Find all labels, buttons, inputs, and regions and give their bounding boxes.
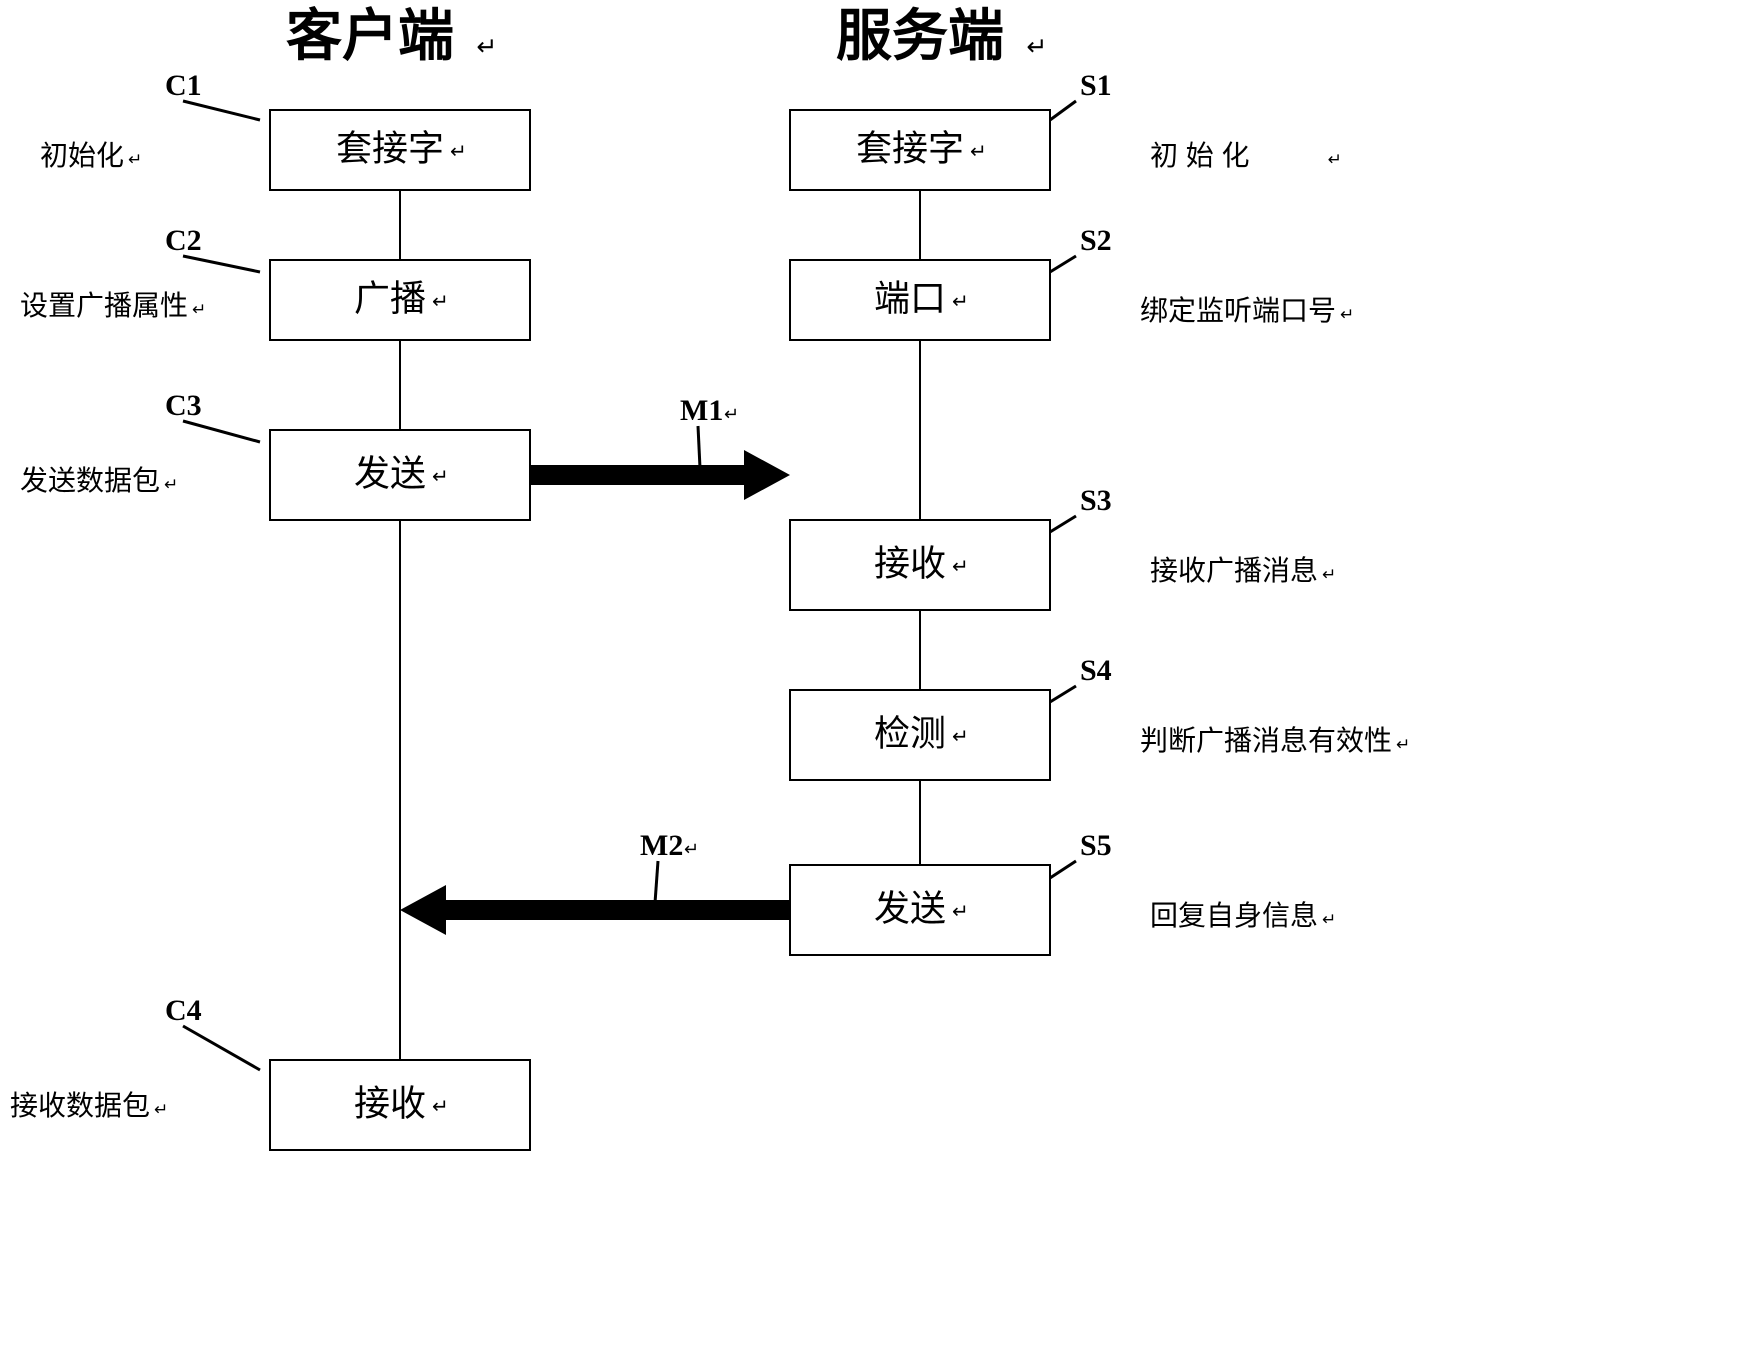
node-S2: 端口↵S2绑定监听端口号↵ [790, 224, 1354, 340]
node-S4-id-line [1050, 686, 1076, 702]
node-S3-label: 接收 [874, 543, 946, 583]
node-C1-label: 套接字 [336, 128, 444, 168]
message-M2-label: M2 [640, 829, 683, 862]
client-title-text: 客户端 [286, 4, 454, 67]
node-C4-return-mark: ↵ [432, 1096, 449, 1118]
node-C2-label: 广播 [354, 278, 426, 318]
server-title-return-mark: ↵ [1026, 34, 1047, 61]
node-S5-id: S5 [1080, 829, 1112, 862]
node-C2-side-return-mark: ↵ [192, 300, 206, 319]
node-S1-label: 套接字 [856, 128, 964, 168]
node-C3: 发送↵C3发送数据包↵ [20, 389, 530, 520]
node-C1-side-return-mark: ↵ [128, 150, 142, 169]
node-S1-id: S1 [1080, 69, 1112, 102]
node-S1-id-line [1050, 101, 1076, 120]
message-M1: M1↵ [530, 394, 790, 500]
node-S5-id-line [1050, 861, 1076, 878]
message-M1-label: M1 [680, 394, 723, 427]
message-M2: M2↵ [400, 829, 790, 935]
node-C2-side-label: 设置广播属性 [20, 290, 188, 321]
message-M1-arrow [530, 450, 790, 500]
node-S2-id-line [1050, 256, 1076, 272]
node-S3: 接收↵S3接收广播消息↵ [790, 484, 1336, 610]
node-C2: 广播↵C2设置广播属性↵ [20, 224, 530, 340]
node-S3-return-mark: ↵ [952, 556, 969, 578]
node-C1-side-label: 初始化 [40, 140, 124, 171]
node-C4-id-line [183, 1026, 260, 1070]
node-C4-id: C4 [165, 994, 202, 1027]
server-column-title: 服务端 ↵ [836, 4, 1047, 67]
message-M1-return-mark: ↵ [724, 404, 739, 424]
node-C4-side-label: 接收数据包 [10, 1090, 150, 1121]
client-column-title: 客户端 ↵ [286, 4, 497, 67]
node-C3-label: 发送 [354, 453, 426, 493]
message-M2-return-mark: ↵ [684, 839, 699, 859]
node-C2-id: C2 [165, 224, 202, 257]
node-S4-side-label: 判断广播消息有效性 [1140, 725, 1392, 756]
node-S2-return-mark: ↵ [952, 291, 969, 313]
node-S3-id: S3 [1080, 484, 1112, 517]
node-C3-id: C3 [165, 389, 202, 422]
client-title-return-mark: ↵ [476, 34, 497, 61]
node-S4-label: 检测 [874, 713, 946, 753]
node-C2-return-mark: ↵ [432, 291, 449, 313]
node-C1-id: C1 [165, 69, 202, 102]
node-S1: 套接字 ↵ S1 初 始 化 ↵ [790, 69, 1342, 190]
node-S4-id: S4 [1080, 654, 1112, 687]
node-S5: 发送↵S5回复自身信息↵ [790, 829, 1336, 955]
node-C3-side-label: 发送数据包 [20, 465, 160, 496]
server-title-text: 服务端 [836, 4, 1004, 67]
node-S2-side-label: 绑定监听端口号 [1140, 295, 1336, 326]
node-C1-return-mark: ↵ [450, 141, 467, 163]
node-C1-id-line [183, 101, 260, 120]
node-C1: 套接字↵C1初始化↵ [40, 69, 530, 190]
node-S4-return-mark: ↵ [952, 726, 969, 748]
node-C3-id-line [183, 421, 260, 442]
node-S5-label: 发送 [874, 888, 946, 928]
node-S1-side-return-mark: ↵ [1328, 150, 1342, 169]
node-S2-side-return-mark: ↵ [1340, 305, 1354, 324]
node-C4-side-return-mark: ↵ [154, 1100, 168, 1119]
node-S5-side-label: 回复自身信息 [1150, 900, 1318, 931]
node-S3-side-return-mark: ↵ [1322, 565, 1336, 584]
message-M2-label-line [655, 861, 658, 903]
node-S1-return-mark: ↵ [970, 141, 987, 163]
node-C3-return-mark: ↵ [432, 466, 449, 488]
node-C4-label: 接收 [354, 1083, 426, 1123]
node-C2-id-line [183, 256, 260, 272]
node-C4: 接收↵C4接收数据包↵ [10, 994, 530, 1150]
node-S2-id: S2 [1080, 224, 1112, 257]
node-S5-return-mark: ↵ [952, 901, 969, 923]
node-C3-side-return-mark: ↵ [164, 475, 178, 494]
node-S4-side-return-mark: ↵ [1396, 735, 1410, 754]
message-M2-arrow [400, 885, 790, 935]
node-S4: 检测↵S4判断广播消息有效性↵ [790, 654, 1410, 780]
node-S2-label: 端口 [874, 278, 946, 318]
node-S1-side-label: 初 始 化 [1150, 140, 1250, 171]
message-M1-label-line [698, 426, 700, 468]
node-S3-id-line [1050, 516, 1076, 532]
node-S3-side-label: 接收广播消息 [1150, 555, 1318, 586]
node-S5-side-return-mark: ↵ [1322, 910, 1336, 929]
